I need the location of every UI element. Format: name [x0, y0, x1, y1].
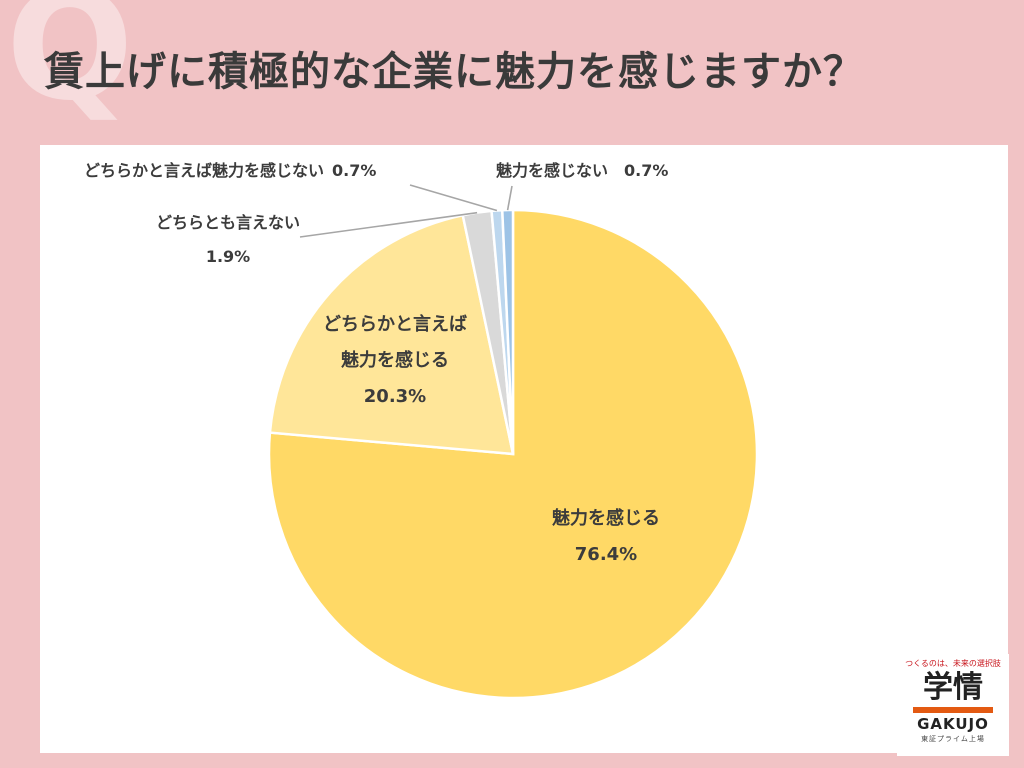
slice-label-1-line-1: 魅力を感じる: [341, 349, 449, 371]
pie-slice-0: [267, 208, 759, 700]
leader-line-4: [506, 185, 513, 211]
logo-bar: [913, 707, 993, 713]
slice-value-4: 0.7%: [624, 161, 668, 180]
slice-label-3-line-0: どちらかと言えば魅力を感じない: [84, 161, 324, 180]
slice-value-2: 1.9%: [206, 247, 250, 266]
logo-english: GAKUJO: [917, 715, 989, 733]
slice-label-0-line-0: 魅力を感じる: [552, 507, 660, 529]
leader-line-2: [299, 211, 478, 238]
pie-slice-1: [268, 213, 515, 456]
gakujo-logo: つくるのは、未来の選択肢 学情 GAKUJO 東証プライム上場: [897, 654, 1009, 756]
slice-value-1: 20.3%: [364, 386, 426, 407]
q-mark: Q: [6, 0, 134, 134]
logo-kanji: 学情: [923, 670, 983, 705]
slice-label-2-line-0: どちらとも言えない: [156, 213, 300, 232]
logo-tagline: つくるのは、未来の選択肢: [905, 659, 1001, 668]
slice-label-4-line-0: 魅力を感じない: [496, 161, 608, 180]
slice-value-0: 76.4%: [575, 544, 637, 565]
logo-sub: 東証プライム上場: [921, 735, 985, 743]
page-title: 賃上げに積極的な企業に魅力を感じますか？: [44, 49, 864, 95]
slice-label-1-line-0: どちらかと言えば: [323, 313, 467, 335]
leader-line-3: [409, 184, 498, 212]
slice-value-3: 0.7%: [332, 161, 376, 180]
